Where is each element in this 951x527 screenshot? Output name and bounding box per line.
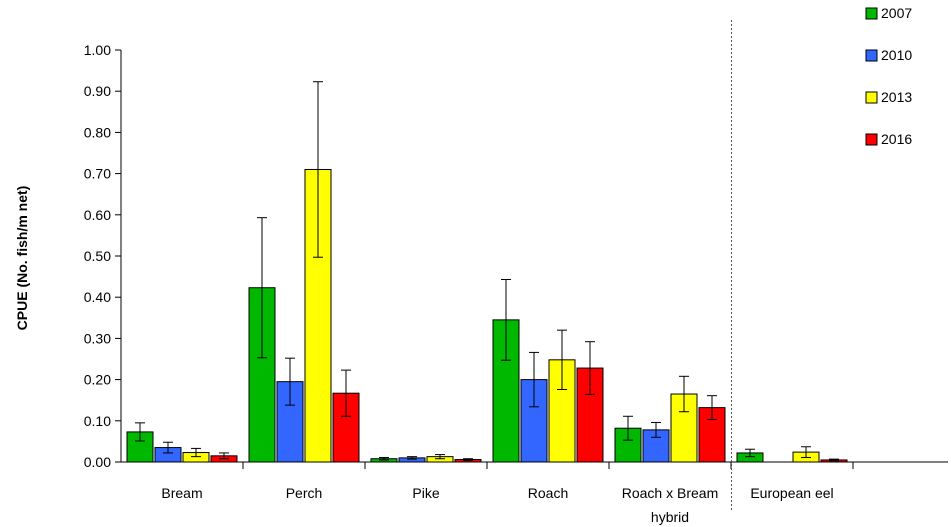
legend-swatch-2007 xyxy=(865,7,878,20)
y-axis-label: CPUE (No. fish/m net) xyxy=(14,186,30,331)
error-bar xyxy=(623,415,633,441)
y-tick-label: 0.50 xyxy=(84,248,111,264)
error-bar xyxy=(501,278,511,361)
legend-label-2016: 2016 xyxy=(881,131,912,147)
category-label: Pike xyxy=(412,485,439,501)
error-bar xyxy=(341,369,351,417)
error-bar xyxy=(135,422,145,442)
legend-swatch-2013 xyxy=(865,91,878,104)
category-label: Perch xyxy=(286,485,323,501)
y-tick-label: 0.10 xyxy=(84,413,111,429)
category-label: Roach xyxy=(528,485,568,501)
legend-swatch-2016 xyxy=(865,133,878,146)
error-bar xyxy=(529,351,539,408)
error-bar xyxy=(219,452,229,460)
y-tick-label: 0.90 xyxy=(84,83,111,99)
y-tick-label: 0.70 xyxy=(84,166,111,182)
error-bar xyxy=(285,357,295,406)
axes xyxy=(120,20,948,510)
category-label: hybrid xyxy=(651,509,689,525)
legend: 2007 2010 2013 2016 xyxy=(865,5,912,147)
error-bar xyxy=(463,458,473,461)
legend-label-2013: 2013 xyxy=(881,89,912,105)
error-bar xyxy=(679,375,689,413)
category-label: Bream xyxy=(161,485,202,501)
error-bar xyxy=(407,456,417,460)
y-tick-label: 0.40 xyxy=(84,289,111,305)
y-tick-label: 0.80 xyxy=(84,124,111,140)
category-labels: Bream Perch Pike Roach Roach x Bream hybrid Eu… xyxy=(161,485,833,525)
error-bar xyxy=(745,448,755,458)
category-label: Roach x Bream xyxy=(622,485,718,501)
y-tick-label: 1.00 xyxy=(84,42,111,58)
error-bar xyxy=(557,329,567,390)
legend-swatch-2010 xyxy=(865,49,878,62)
error-bar xyxy=(651,421,661,438)
error-bar xyxy=(257,217,267,359)
y-tick-label: 0.30 xyxy=(84,330,111,346)
error-bar xyxy=(435,454,445,460)
error-bar xyxy=(163,441,173,454)
category-label: European eel xyxy=(750,485,833,501)
error-bar xyxy=(379,456,389,461)
legend-label-2010: 2010 xyxy=(881,47,912,63)
y-tick-label: 0.60 xyxy=(84,207,111,223)
y-tick-label: 0.20 xyxy=(84,372,111,388)
error-bar xyxy=(801,446,811,458)
error-bar xyxy=(585,341,595,395)
legend-label-2007: 2007 xyxy=(881,5,912,21)
y-tick-label: 0.00 xyxy=(84,454,111,470)
error-bar xyxy=(313,81,323,258)
error-bar xyxy=(707,395,717,421)
y-axis-ticks: 0.00 0.10 0.20 0.30 0.40 0.50 0.60 0.70 0.80 0.90… xyxy=(84,42,121,470)
error-bar xyxy=(829,458,839,462)
bars xyxy=(126,81,848,463)
error-bar xyxy=(191,447,201,458)
